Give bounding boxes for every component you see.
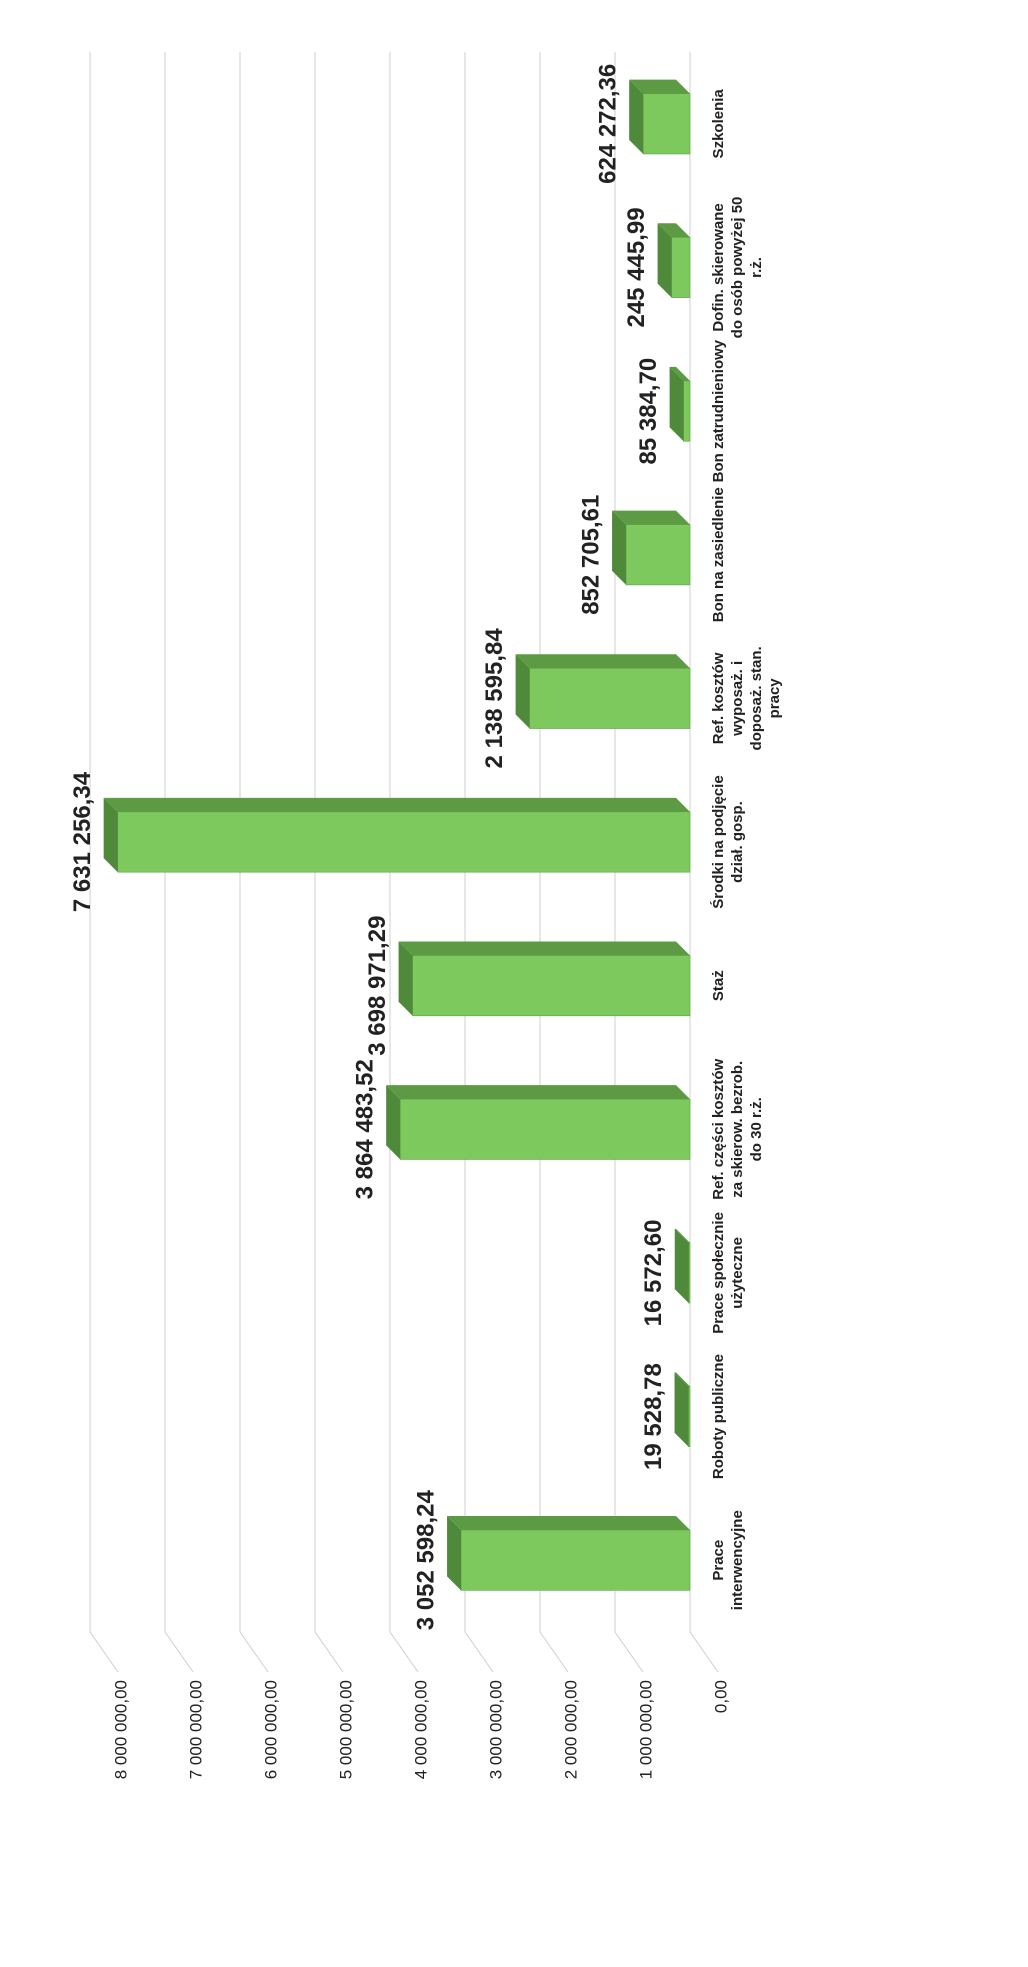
data-label: 7 631 256,34 (69, 771, 96, 912)
x-tick-label-box: Środki na podjęcie dział. gosp. (710, 775, 746, 909)
x-tick-label-box: Szkolenia (710, 89, 727, 159)
grid-line-floor (689, 1631, 719, 1673)
bar-top (398, 941, 413, 1016)
x-tick-label: Prace interwencyjne (710, 1510, 746, 1611)
grid-line-floor (614, 1631, 644, 1673)
x-tick-label: Prace społecznie użyteczne (710, 1212, 746, 1334)
bar (412, 955, 691, 1017)
x-tick-label: Bon zatrudnieniowy (710, 339, 727, 483)
x-tick-label: Szkolenia (710, 89, 727, 159)
y-tick-label: 1 000 000,00 (636, 1680, 655, 1779)
bar-side (515, 654, 690, 669)
data-label: 16 572,60 (640, 1220, 667, 1327)
x-tick-label-box: Roboty publiczne (710, 1354, 727, 1480)
bar-side (447, 1516, 690, 1531)
x-tick-label-box: Prace interwencyjne (710, 1510, 746, 1611)
bar (117, 811, 691, 873)
y-tick-label: 4 000 000,00 (411, 1680, 430, 1779)
data-label: 3 698 971,29 (364, 916, 391, 1056)
y-tick-label: 6 000 000,00 (261, 1680, 280, 1779)
grid-line-floor (464, 1631, 494, 1673)
y-tick-label: 2 000 000,00 (561, 1680, 580, 1779)
x-tick-label-box: Bon na zasiedlenie (710, 487, 727, 623)
bar-top (612, 510, 627, 585)
data-label: 852 705,61 (577, 495, 604, 615)
y-tick-label: 0,00 (711, 1680, 730, 1713)
bar-top (103, 797, 118, 873)
grid-line-floor (389, 1631, 419, 1673)
x-tick-label-box: Ref. części kosztów za skierow. bezrob. … (710, 1058, 765, 1200)
data-label: 245 445,99 (623, 207, 650, 327)
y-tick-label: 7 000 000,00 (186, 1680, 205, 1779)
bar-top (674, 1228, 689, 1304)
y-tick-label: 8 000 000,00 (111, 1680, 130, 1779)
data-label: 3 864 483,52 (352, 1059, 379, 1199)
bar (460, 1529, 691, 1591)
x-tick-label-box: Dofin. skierowane do osób powyżej 50 r.ż… (710, 196, 765, 339)
x-tick-label-box: Staż (710, 970, 727, 1002)
grid-line-floor (239, 1631, 269, 1673)
data-label: 19 528,78 (640, 1363, 667, 1470)
x-tick-label: Bon na zasiedlenie (710, 487, 727, 623)
bar-side (669, 366, 690, 381)
x-tick-label-box: Ref. kosztów wyposaż. i doposaż. stan. p… (710, 646, 784, 751)
bar-top (669, 366, 684, 442)
x-tick-label: Roboty publiczne (710, 1354, 727, 1480)
data-label: 624 272,36 (595, 64, 622, 184)
bar (671, 236, 691, 298)
bar-top (386, 1085, 401, 1160)
bar-top (629, 79, 644, 154)
grid-line-floor (314, 1631, 344, 1673)
x-tick-label: Staż (710, 970, 727, 1002)
data-label: 3 052 598,24 (412, 1489, 439, 1630)
plot-area: 0,00 1 000 000,00 2 000 000,00 3 000 000,00… (69, 52, 784, 1779)
bar (642, 93, 691, 155)
bar (688, 1242, 691, 1304)
x-tick-label-box: Prace społecznie użyteczne (710, 1212, 746, 1334)
y-tick-label: 3 000 000,00 (486, 1680, 505, 1779)
bar (625, 524, 691, 586)
bar-side (674, 1228, 690, 1243)
x-tick-label: Środki na podjęcie dział. gosp. (710, 775, 746, 909)
bar-top (657, 223, 672, 298)
bar-side (398, 941, 690, 956)
x-tick-label: Ref. kosztów wyposaż. i doposaż. stan. p… (710, 646, 784, 751)
x-tick-label-box: Bon zatrudnieniowy (710, 339, 727, 483)
grid-line-floor (539, 1631, 569, 1673)
bar-side (386, 1085, 690, 1100)
bar (529, 667, 691, 729)
bar-top (447, 1516, 462, 1591)
x-tick-label: Dofin. skierowane do osób powyżej 50 r.ż… (710, 196, 765, 339)
x-tick-label: Ref. części kosztów za skierow. bezrob. … (710, 1058, 765, 1200)
bar (683, 380, 691, 442)
data-label: 85 384,70 (635, 358, 662, 465)
y-tick-label: 5 000 000,00 (336, 1680, 355, 1779)
bar-top (515, 654, 530, 729)
bar (688, 1386, 691, 1448)
bar-side (629, 79, 690, 94)
bar-side (657, 223, 690, 238)
bar-side (612, 510, 690, 525)
bar (399, 1098, 691, 1160)
bar-top (674, 1372, 689, 1447)
grid-line-floor (89, 1631, 119, 1673)
bar-side (103, 797, 690, 812)
grid-line-floor (164, 1631, 194, 1673)
bar-side (674, 1372, 690, 1387)
data-label: 2 138 595,84 (481, 628, 508, 769)
